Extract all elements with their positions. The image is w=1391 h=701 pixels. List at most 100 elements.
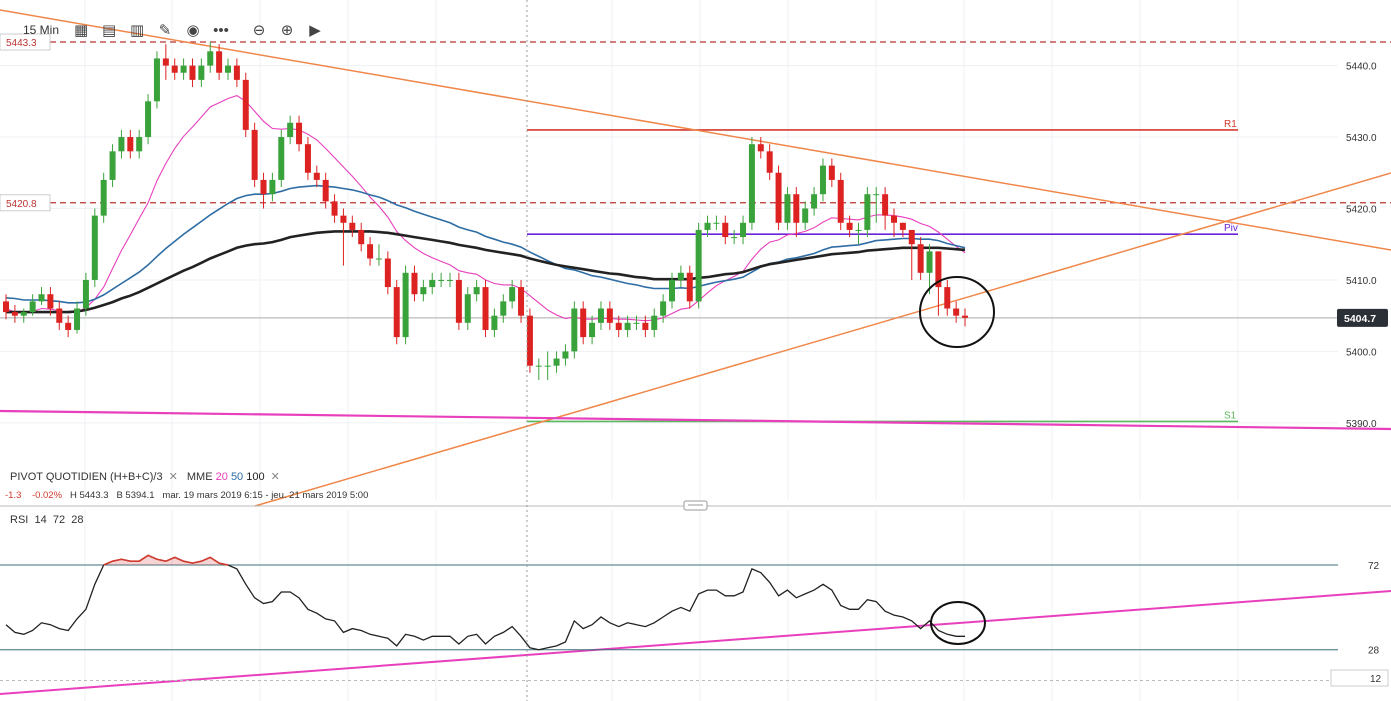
bar-chart-icon[interactable]: ▥ (129, 22, 145, 39)
uptrend-line[interactable] (254, 172, 1391, 507)
candle-body (589, 322, 596, 338)
candle-body (740, 222, 747, 238)
downtrend-line[interactable] (0, 9, 1391, 251)
ema-20-line (5, 94, 966, 322)
candle-body (455, 279, 462, 323)
pivot-level-label: R1 (1224, 119, 1237, 130)
candle-body (793, 194, 800, 223)
candle-body (677, 272, 684, 280)
rsi-extra-tag-text: 12 (1370, 674, 1382, 685)
annotations (919, 276, 995, 645)
mme-period-100: 100 (246, 471, 265, 483)
candle-body (278, 137, 285, 180)
candle-body (695, 229, 702, 302)
rsi-extra-tag-box (1330, 669, 1389, 687)
timeframe-button[interactable]: 15 Min (23, 23, 60, 37)
candle-body (535, 365, 542, 367)
moving-averages (5, 94, 966, 322)
candle-body (393, 287, 400, 338)
chart-type-icon[interactable]: ▦ (73, 22, 89, 39)
candle-body (748, 144, 755, 223)
rsi-trendline[interactable] (0, 590, 1391, 695)
candle-body (651, 315, 658, 330)
rsi-label: RSI (10, 514, 29, 526)
highlight-ellipse-price[interactable] (919, 276, 995, 348)
candle-body (713, 222, 720, 224)
candle-body (526, 315, 533, 366)
main-legend: PIVOT QUOTIDIEN (H+B+C)/3 ✕ MME 20 50 100… (10, 470, 286, 483)
rsi-grid (84, 510, 1239, 701)
candle-body (438, 279, 445, 281)
zoom-out-icon[interactable]: ⊖ (252, 22, 266, 39)
candle-body (304, 144, 311, 173)
high-value: H 5443.3 (69, 490, 109, 501)
change-value: -1.3 (5, 490, 22, 501)
highlight-ellipse-rsi[interactable] (930, 601, 986, 645)
remove-mme-icon[interactable]: ✕ (270, 471, 280, 483)
support-trendline[interactable] (0, 409, 1391, 431)
candle-body (819, 165, 826, 195)
candle-body (340, 215, 347, 223)
candle-body (29, 301, 36, 313)
candle-body (766, 151, 773, 173)
candle-body (482, 287, 489, 330)
ema-100-line (6, 230, 966, 314)
play-icon[interactable]: ▶ (309, 22, 321, 39)
candle-body (109, 151, 116, 180)
candle-body (899, 222, 906, 230)
candle-body (65, 322, 72, 330)
candle-body (180, 65, 187, 73)
toolbar: 15 Min ▦ ▤ ▥ ✎ ◉ ••• ⊖ ⊕ ▶ (18, 18, 326, 42)
more-icon[interactable]: ••• (213, 21, 229, 39)
candle-body (873, 194, 880, 196)
candle-body (473, 287, 480, 295)
candle-body (411, 272, 418, 295)
candle-body (633, 322, 640, 324)
candle-body (802, 208, 809, 223)
candle-body (784, 194, 791, 223)
rsi-tick-label: 72 (1368, 561, 1380, 572)
zoom-in-icon[interactable]: ⊕ (280, 22, 294, 39)
remove-pivot-icon[interactable]: ✕ (168, 471, 178, 483)
candle-body (491, 315, 498, 330)
candle-body (322, 179, 329, 202)
candle-body (580, 308, 587, 338)
candle-body (242, 79, 249, 130)
draw-icon[interactable]: ✎ (158, 22, 172, 39)
candle-body (38, 294, 45, 302)
pivot-legend-label: PIVOT QUOTIDIEN (H+B+C)/3 (10, 471, 163, 483)
candle-body (891, 215, 897, 223)
candle-body (731, 237, 738, 239)
candle-body (100, 179, 107, 216)
candle-body (402, 272, 409, 338)
candle-body (225, 65, 231, 73)
change-percent: -0.02% (31, 490, 63, 501)
candle-body (251, 129, 258, 180)
rsi-param-lower: 28 (71, 514, 84, 526)
candle-body (855, 229, 862, 231)
candle-body (606, 308, 613, 323)
template-icon[interactable]: ▤ (101, 22, 117, 39)
candle-body (313, 172, 320, 180)
candle-body (464, 294, 471, 323)
candle-body (562, 351, 569, 359)
eye-icon[interactable]: ◉ (186, 22, 200, 39)
candle-body (127, 137, 134, 152)
price-tick-label: 5430.0 (1346, 133, 1377, 144)
candle-body (686, 272, 693, 302)
price-tick-label: 5400.0 (1346, 347, 1377, 358)
mme-period-50: 50 (230, 471, 244, 483)
candle-body (207, 51, 214, 66)
candle-body (447, 279, 453, 281)
ema-50-line (5, 184, 966, 304)
candle-body (198, 65, 205, 80)
level-tag-text: 5443.3 (6, 38, 37, 49)
candle-body (500, 301, 507, 316)
candle-body (118, 137, 125, 152)
candle-body (269, 179, 276, 195)
price-stats: -1.3 -0.02% H 5443.3 B 5394.1 mar. 19 ma… (5, 490, 368, 501)
candle-body (429, 279, 436, 288)
level-tag-text: 5420.8 (6, 199, 37, 210)
candle-body (82, 279, 89, 309)
